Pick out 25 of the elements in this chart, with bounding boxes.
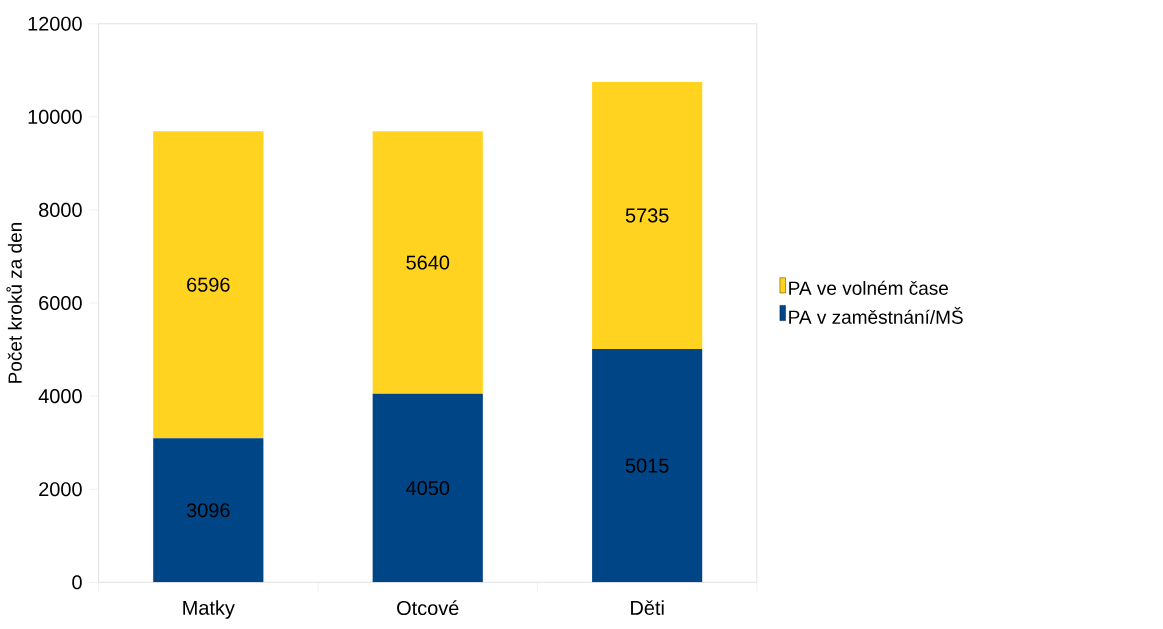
- legend-label: PA ve volném čase: [789, 280, 949, 295]
- data-label: 5640: [406, 255, 450, 270]
- data-label: 5735: [625, 208, 669, 223]
- y-tick-label: 8000: [39, 202, 82, 218]
- data-label: 5015: [625, 458, 669, 473]
- bar: [592, 348, 703, 583]
- data-label: 3096: [186, 503, 230, 518]
- bar: [372, 393, 483, 583]
- y-tick-label: 10000: [28, 109, 82, 124]
- y-axis-title: Počet kroků za den: [6, 223, 22, 383]
- legend-label: PA v zaměstnání/MŠ: [789, 307, 963, 324]
- y-tick-label: 4000: [38, 389, 82, 404]
- bar: [153, 438, 264, 583]
- y-tick-label: 12000: [28, 16, 82, 31]
- x-tick-label: Otcové: [397, 600, 459, 616]
- y-tick-label: 0: [72, 575, 82, 590]
- y-tick-label: 6000: [39, 296, 82, 311]
- x-tick-label: Děti: [631, 600, 664, 616]
- bar: [592, 81, 703, 349]
- bar: [153, 131, 264, 439]
- data-label: 6596: [187, 277, 230, 292]
- y-tick-label: 2000: [39, 482, 82, 497]
- data-label: 4050: [406, 481, 450, 496]
- x-tick-label: Matky: [183, 600, 235, 619]
- bar: [372, 131, 483, 394]
